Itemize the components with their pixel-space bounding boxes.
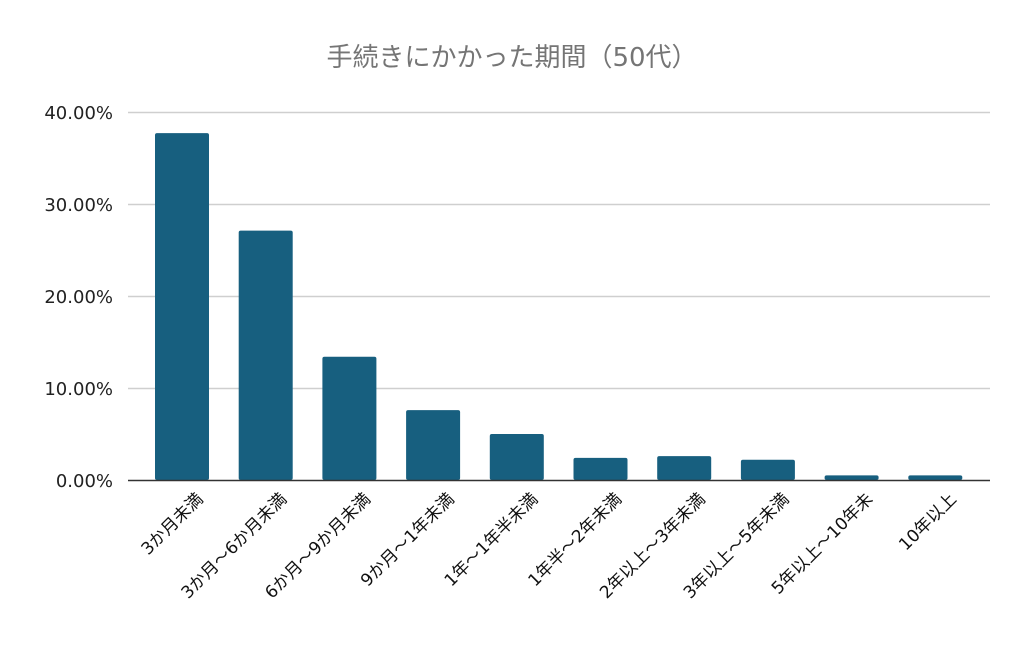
bar	[489, 434, 544, 480]
bar	[740, 459, 795, 480]
bar	[824, 475, 879, 480]
bar	[155, 133, 209, 480]
chart-title: 手続きにかかった期間（50代）	[326, 43, 697, 73]
bar	[908, 475, 963, 480]
bar	[406, 410, 461, 480]
bar	[238, 230, 293, 480]
bar	[573, 457, 628, 480]
y-tick-label: 20.00%	[44, 287, 113, 308]
y-tick-label: 40.00%	[44, 103, 113, 124]
y-tick-label: 30.00%	[44, 195, 113, 216]
bar	[657, 456, 712, 480]
bar	[322, 356, 377, 480]
y-tick-label: 10.00%	[44, 379, 113, 400]
x-tick-label: 10年以上	[895, 489, 961, 555]
x-tick-label: 3か月未満	[138, 489, 208, 559]
y-tick-label: 0.00%	[56, 471, 113, 492]
